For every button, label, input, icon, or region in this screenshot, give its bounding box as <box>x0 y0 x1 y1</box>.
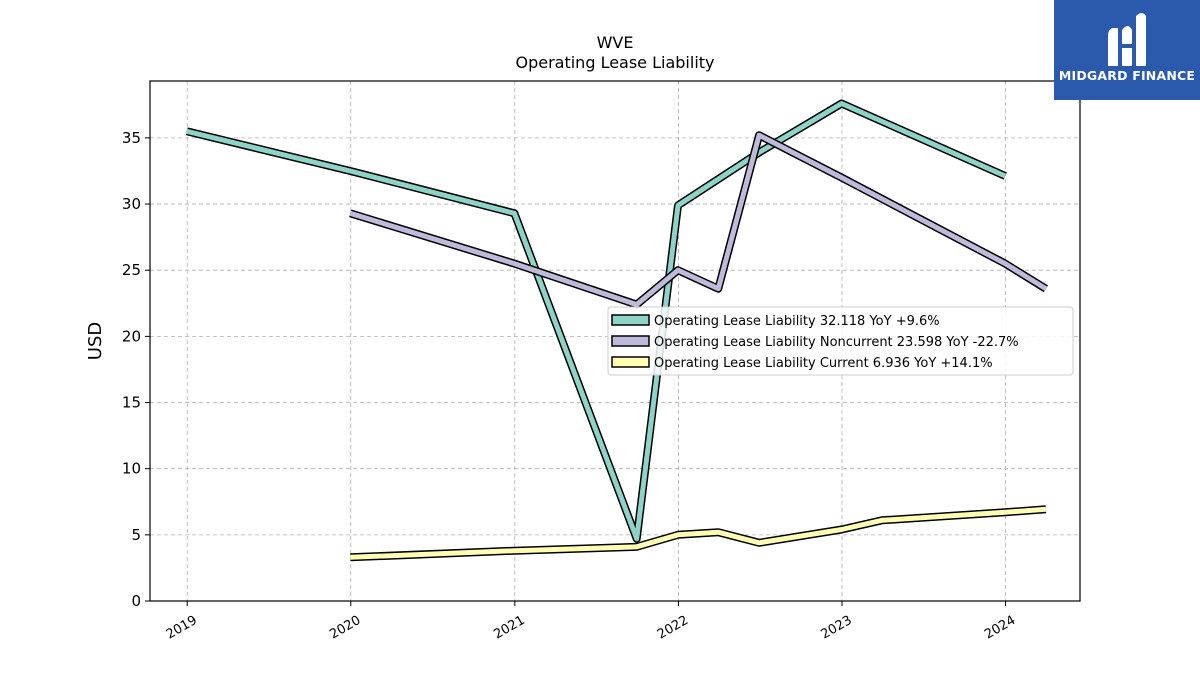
legend-swatch-0 <box>611 314 650 326</box>
legend: Operating Lease Liability 32.118 YoY +9.… <box>607 306 1074 376</box>
brand-mark-icon <box>1108 13 1146 66</box>
legend-swatch-2 <box>611 356 650 368</box>
y-axis-label: USD <box>85 322 106 360</box>
chart-title: WVE <box>597 33 634 52</box>
brand-logo: MIDGARD FINANCE <box>1054 0 1200 100</box>
x-tick-label: 2021 <box>491 613 527 643</box>
axis-ticks: 2019 2020 2021 2022 2023 2024 0 5 10 15 20 25 30 35 <box>122 129 1018 643</box>
legend-box <box>607 306 1074 376</box>
y-tick-label: 25 <box>122 261 141 279</box>
x-tick-label: 2023 <box>819 613 855 643</box>
chart-subtitle: Operating Lease Liability <box>515 53 714 72</box>
x-tick-label: 2022 <box>655 613 691 643</box>
y-tick-label: 10 <box>122 460 141 478</box>
x-tick-label: 2024 <box>982 613 1018 643</box>
legend-swatch-1 <box>611 335 650 347</box>
x-tick-label: 2019 <box>164 613 200 643</box>
series-line-1 <box>349 132 1048 308</box>
legend-entry-0: Operating Lease Liability 32.118 YoY +9.… <box>654 314 940 329</box>
y-tick-label: 15 <box>122 394 141 412</box>
y-tick-label: 0 <box>131 592 141 610</box>
y-tick-label: 35 <box>122 129 141 147</box>
series-line-2 <box>350 506 1047 560</box>
x-tick-label: 2020 <box>327 613 363 643</box>
legend-entry-2: Operating Lease Liability Current 6.936 … <box>654 356 993 371</box>
y-tick-label: 20 <box>122 327 141 345</box>
y-tick-label: 5 <box>131 526 141 544</box>
legend-entry-1: Operating Lease Liability Noncurrent 23.… <box>654 335 1019 350</box>
y-tick-label: 30 <box>122 195 141 213</box>
plot-frame <box>149 80 1081 602</box>
brand-name: MIDGARD FINANCE <box>1058 68 1196 83</box>
